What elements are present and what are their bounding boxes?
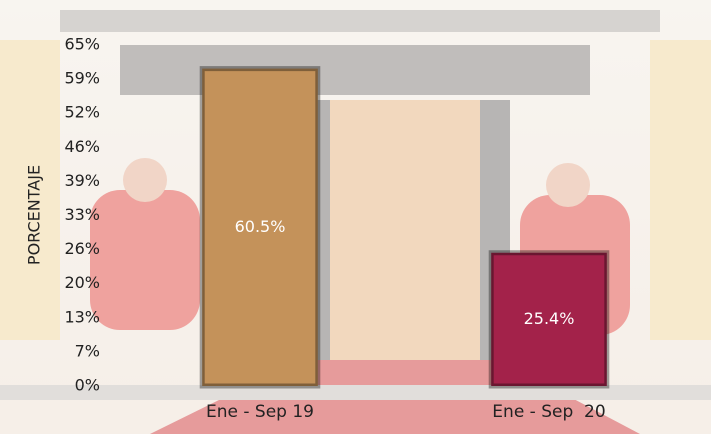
y-tick-label: 46% bbox=[64, 137, 100, 156]
y-tick-label: 39% bbox=[64, 171, 100, 190]
y-tick-label: 33% bbox=[64, 205, 100, 224]
x-tick-label: Ene - Sep 20 bbox=[492, 402, 605, 422]
y-tick-label: 65% bbox=[64, 35, 100, 54]
y-tick-label: 52% bbox=[64, 103, 100, 122]
y-axis-label: PORCENTAJE bbox=[25, 165, 44, 265]
value-label: 60.5% bbox=[235, 217, 286, 236]
bar bbox=[488, 250, 610, 389]
y-tick-label: 0% bbox=[75, 376, 100, 395]
y-tick-label: 13% bbox=[64, 307, 100, 326]
value-label: 25.4% bbox=[524, 309, 575, 328]
y-tick-label: 7% bbox=[75, 341, 100, 360]
y-tick-label: 59% bbox=[64, 69, 100, 88]
y-tick-label: 26% bbox=[64, 239, 100, 258]
y-tick-label: 20% bbox=[64, 273, 100, 292]
x-tick-label: Ene - Sep 19 bbox=[206, 402, 314, 422]
bar bbox=[199, 66, 321, 389]
